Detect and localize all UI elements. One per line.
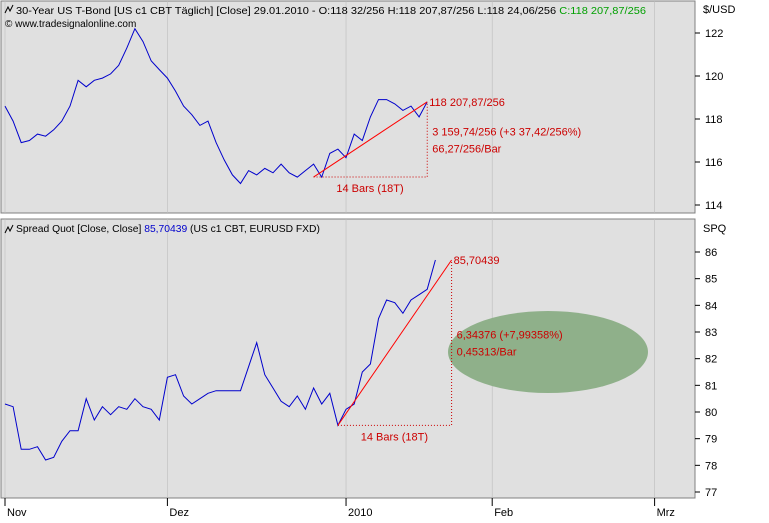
bottom-panel-title: Spread Quot [Close, Close] 85,70439 (US … [16, 224, 320, 235]
bottom-y-tick-label: 85 [705, 274, 717, 286]
top-title-prefix: 30-Year US T-Bond [US c1 CBT Täglich] [C… [16, 6, 559, 17]
top-change-label: 3 159,74/256 (+3 37,42/256%) [432, 126, 581, 138]
bottom-y-tick-label: 83 [705, 327, 717, 339]
x-tick-label: 2010 [348, 507, 372, 519]
top-y-tick-label: 118 [705, 114, 723, 126]
top-y-tick-label: 120 [705, 71, 723, 83]
top-y-tick-label: 114 [705, 200, 723, 212]
bottom-price-line [4, 259, 436, 461]
top-trend-line [313, 101, 428, 178]
bottom-title-value: 85,70439 [144, 224, 187, 235]
bottom-unit-label: SPQ [703, 223, 727, 235]
x-axis: Nov Dez 2010 Feb Mrz [4, 498, 675, 519]
top-y-tick-label: 116 [705, 157, 723, 169]
x-tick-label: Mrz [657, 507, 675, 519]
top-title-icon [4, 4, 14, 14]
x-tick-label: Nov [7, 507, 27, 519]
top-unit-label: $/USD [703, 4, 735, 16]
bottom-y-tick-label: 78 [705, 460, 717, 472]
top-price-line [4, 27, 428, 185]
bottom-y-tick-label: 77 [705, 487, 717, 499]
bottom-rate-label: 0,45313/Bar [457, 347, 517, 359]
top-y-axis: 122 120 118 116 114 [695, 28, 723, 212]
bottom-y-tick-label: 79 [705, 434, 717, 446]
highlight-ellipse [448, 311, 648, 393]
bottom-title-suffix: (US c1 CBT, EURUSD FXD) [187, 224, 320, 235]
top-plot-area[interactable] [0, 0, 696, 214]
bottom-y-tick-label: 82 [705, 354, 717, 366]
bottom-y-tick-label: 84 [705, 300, 717, 312]
x-tick-label: Feb [494, 507, 513, 519]
bottom-y-tick-label: 80 [705, 407, 717, 419]
bottom-end-label: 85,70439 [454, 255, 500, 267]
top-title-close: C:118 207,87/256 [559, 6, 646, 17]
top-panel-title: 30-Year US T-Bond [US c1 CBT Täglich] [C… [16, 6, 646, 17]
bottom-title-icon [4, 224, 14, 234]
bottom-title-prefix: Spread Quot [Close, Close] [16, 224, 144, 235]
top-rate-label: 66,27/256/Bar [432, 143, 501, 155]
bottom-y-tick-label: 81 [705, 380, 717, 392]
bottom-y-axis: 86 85 84 83 82 81 80 79 78 77 [695, 247, 717, 499]
top-end-label: 118 207,87/256 [429, 97, 505, 109]
bottom-change-label: 6,34376 (+7,99358%) [457, 330, 563, 342]
watermark: © www.tradesignalonline.com [5, 19, 136, 30]
bottom-bars-label: 14 Bars (18T) [361, 431, 428, 443]
bottom-trend-line [337, 259, 453, 426]
top-y-tick-label: 122 [705, 28, 723, 40]
top-bars-label: 14 Bars (18T) [336, 183, 403, 195]
bottom-y-tick-label: 86 [705, 247, 717, 259]
x-tick-label: Dez [169, 507, 189, 519]
